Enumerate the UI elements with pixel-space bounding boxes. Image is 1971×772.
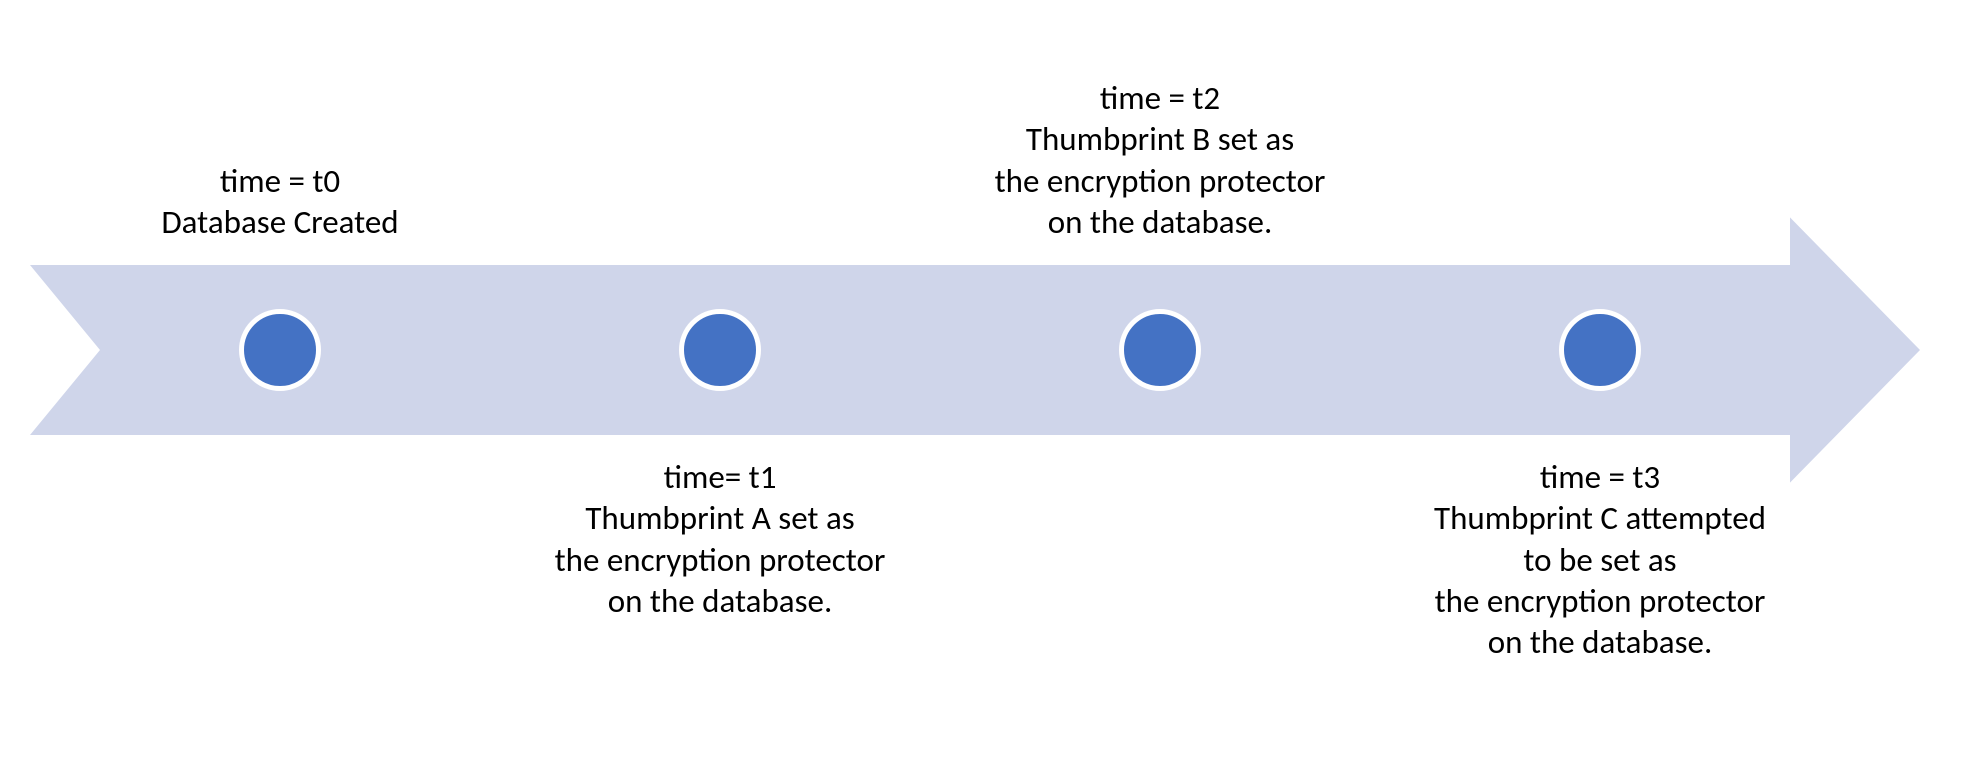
timeline-dot-t2 xyxy=(1119,309,1201,391)
timeline-label-t1: time= t1 Thumbprint A set as the encrypt… xyxy=(470,457,970,622)
timeline-dot-t1 xyxy=(679,309,761,391)
timeline-dot-t3 xyxy=(1559,309,1641,391)
timeline-dot-t0 xyxy=(239,309,321,391)
timeline-label-t3: time = t3 Thumbprint C attempted to be s… xyxy=(1350,457,1850,663)
timeline-label-t0: time = t0 Database Created xyxy=(80,161,480,244)
timeline-label-t2: time = t2 Thumbprint B set as the encryp… xyxy=(910,78,1410,243)
